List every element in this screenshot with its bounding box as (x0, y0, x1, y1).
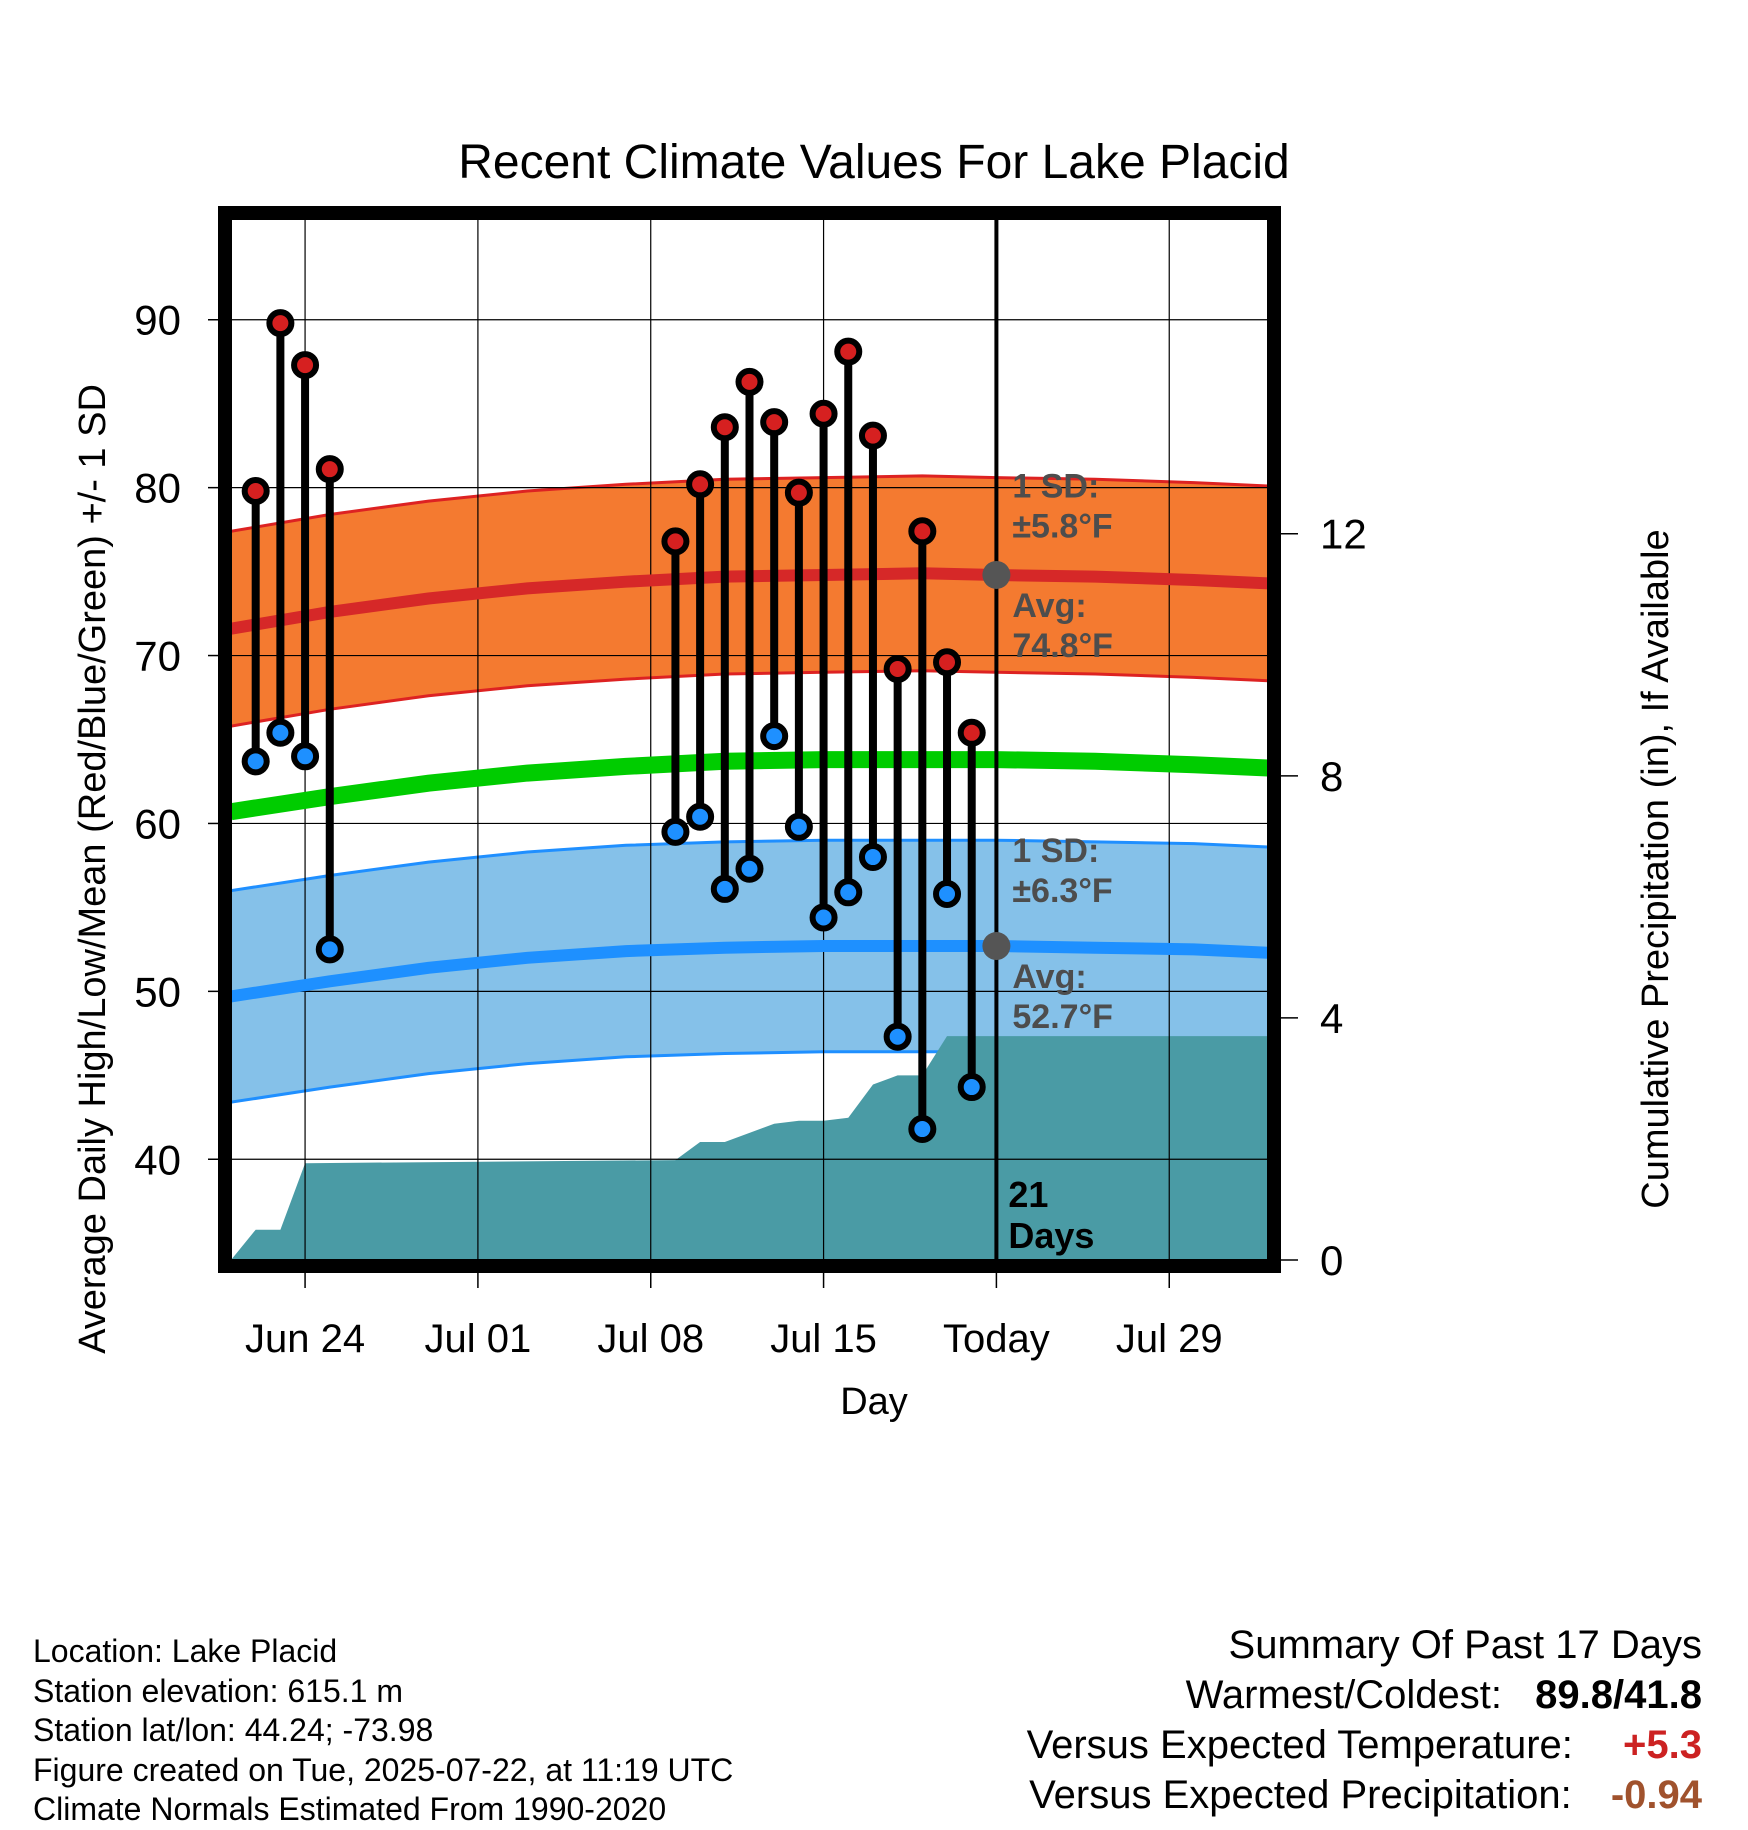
obs-high-dot (883, 654, 912, 683)
obs-high-dot (266, 309, 295, 338)
y-tick-label: 50 (134, 968, 181, 1015)
today-low-avg-marker (982, 932, 1011, 961)
obs-low-dot (266, 718, 295, 747)
summary-warmest-high: 89.8 (1535, 1673, 1614, 1717)
obs-low-dot (883, 1022, 912, 1051)
high-sd-annotation-line-2: ±5.8°F (1012, 508, 1112, 546)
y-tick-label: 40 (134, 1136, 181, 1183)
y-tick-label: 80 (134, 465, 181, 512)
x-tick-label: Jun 24 (245, 1317, 365, 1361)
info-normals: Climate Normals Estimated From 1990-2020 (33, 1791, 667, 1828)
obs-high-dot (315, 455, 344, 484)
x-tick-label: Jul 01 (425, 1317, 532, 1361)
low-normal-line (231, 940, 1268, 1003)
obs-high-dot (735, 367, 764, 396)
y2-axis-label: Cumulative Precipitation (in), If Availa… (1635, 529, 1677, 1208)
obs-low-dot (735, 854, 764, 883)
obs-low-dot (661, 817, 690, 846)
y2-tick-label: 0 (1320, 1237, 1343, 1284)
obs-high-dot (784, 478, 813, 507)
obs-high-dot (809, 399, 838, 428)
obs-low-dot (858, 843, 887, 872)
y2-tick-label: 8 (1320, 753, 1343, 800)
x-tick-label: Jul 29 (1116, 1317, 1223, 1361)
obs-low-dot (784, 812, 813, 841)
mean-normal-line (231, 751, 1268, 821)
obs-high-dot (957, 718, 986, 747)
x-axis-label: Day (840, 1381, 908, 1423)
low-avg-annotation-line-1: Avg: (1012, 958, 1086, 996)
obs-high-dot (686, 470, 715, 499)
plot-frame (218, 206, 1281, 1273)
obs-low-dot (957, 1073, 986, 1102)
window-days-label: Days (1008, 1215, 1094, 1256)
obs-high-dot (661, 527, 690, 556)
y2-tick-label: 4 (1320, 995, 1343, 1042)
obs-low-dot (908, 1115, 937, 1144)
y2-tick-label: 12 (1320, 511, 1367, 558)
low-avg-annotation-line-2: 52.7°F (1012, 998, 1113, 1036)
high-sd-annotation-line-1: 1 SD: (1012, 468, 1099, 506)
obs-low-dot (834, 878, 863, 907)
y-tick-label: 90 (134, 297, 181, 344)
summary-warmest-row: Warmest/Coldest: 89.8/41.8 (1027, 1670, 1702, 1720)
summary-panel: Summary Of Past 17 Days Warmest/Coldest:… (1027, 1620, 1702, 1820)
summary-precip-label: Versus Expected Precipitation: (1029, 1773, 1572, 1817)
low-sd-annotation-line-1: 1 SD: (1012, 832, 1099, 870)
x-tick-label: Jul 08 (597, 1317, 704, 1361)
summary-heading: Summary Of Past 17 Days (1228, 1623, 1702, 1667)
obs-high-dot (933, 648, 962, 677)
summary-warmest-value: 89.8/41.8 (1535, 1673, 1702, 1717)
obs-low-dot (291, 742, 320, 771)
info-created: Figure created on Tue, 2025-07-22, at 11… (33, 1751, 734, 1788)
obs-low-dot (315, 935, 344, 964)
obs-low-dot (241, 747, 270, 776)
obs-high-dot (241, 477, 270, 506)
info-latlon: Station lat/lon: 44.24; -73.98 (33, 1712, 434, 1749)
summary-coldest-low: 41.8 (1624, 1673, 1702, 1717)
y-axis-label: Average Daily High/Low/Mean (Red/Blue/Gr… (72, 384, 114, 1354)
summary-temp-label: Versus Expected Temperature: (1026, 1723, 1573, 1767)
x-tick-label: Today (943, 1317, 1050, 1361)
x-tick-label: Jul 15 (770, 1317, 877, 1361)
summary-warmest-sep: / (1613, 1673, 1625, 1717)
window-days-number: 21 (1008, 1174, 1048, 1215)
info-location: Location: Lake Placid (33, 1633, 338, 1669)
precip-area (231, 1036, 1268, 1260)
chart-title: Recent Climate Values For Lake Placid (458, 136, 1290, 189)
obs-high-dot (760, 408, 789, 437)
summary-precip-row: Versus Expected Precipitation: -0.94 (1027, 1770, 1702, 1820)
summary-warmest-label: Warmest/Coldest: (1185, 1673, 1503, 1717)
y-tick-label: 70 (134, 633, 181, 680)
summary-temp-row: Versus Expected Temperature: +5.3 (1027, 1720, 1702, 1770)
obs-high-dot (834, 337, 863, 366)
obs-low-dot (933, 879, 962, 908)
obs-high-dot (291, 351, 320, 380)
low-sd-band-upper-edge (231, 838, 1268, 893)
high-avg-annotation-line-2: 74.8°F (1012, 627, 1113, 665)
obs-low-dot (710, 874, 739, 903)
obs-high-dot (710, 413, 739, 442)
obs-high-dot (908, 517, 937, 546)
summary-temp-value: +5.3 (1623, 1723, 1702, 1767)
summary-precip-value: -0.94 (1610, 1773, 1702, 1817)
obs-low-dot (686, 802, 715, 831)
today-high-avg-marker (982, 560, 1011, 589)
station-info: Location: Lake Placid Station elevation:… (33, 1632, 733, 1830)
obs-low-dot (760, 722, 789, 751)
info-elevation: Station elevation: 615.1 m (33, 1672, 404, 1709)
low-sd-annotation-line-2: ±6.3°F (1012, 872, 1112, 910)
high-avg-annotation-line-1: Avg: (1012, 587, 1086, 625)
y-tick-label: 60 (134, 800, 181, 847)
obs-low-dot (809, 903, 838, 932)
obs-high-dot (858, 421, 887, 450)
